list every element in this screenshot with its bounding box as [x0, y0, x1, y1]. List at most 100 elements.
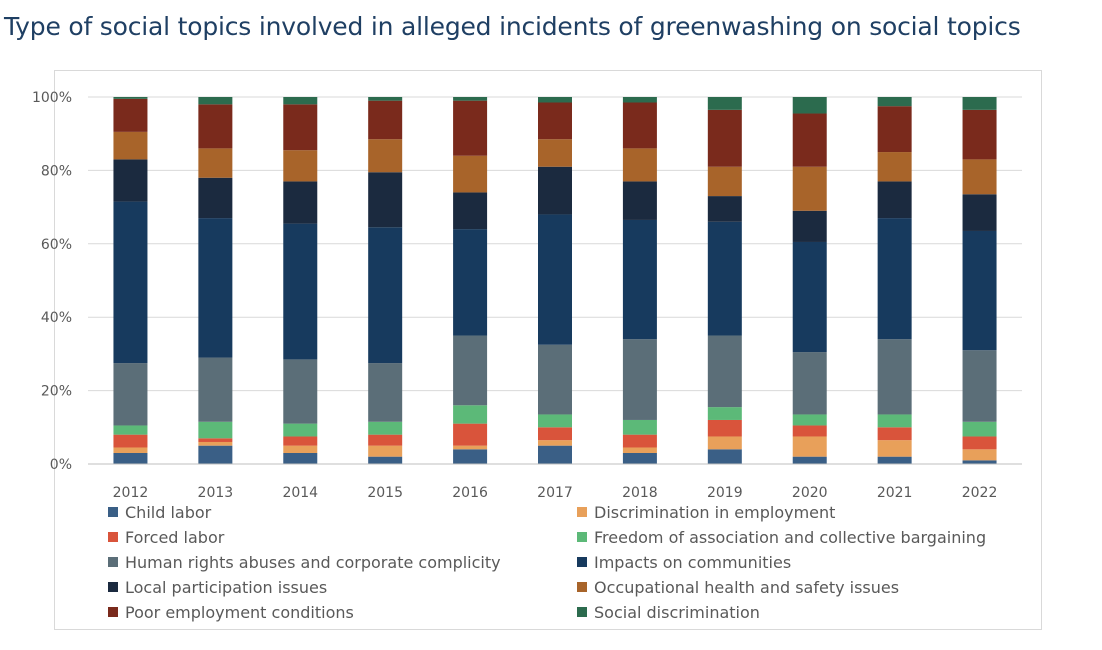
y-tick-label: 0%	[50, 457, 72, 473]
bar-segment	[962, 350, 997, 422]
bar-segment	[792, 210, 827, 242]
bar-segment	[962, 194, 997, 231]
bar-segment	[453, 100, 488, 156]
bar-segment	[538, 445, 572, 464]
bar-segment	[198, 104, 233, 149]
x-tick-label: 2019	[707, 485, 743, 501]
bar-segment	[283, 445, 318, 453]
legend-label: Freedom of association and collective ba…	[594, 527, 987, 547]
bar-segment	[877, 218, 912, 340]
y-tick-label: 60%	[41, 237, 72, 253]
legend-item: Discrimination in employment	[577, 502, 1037, 522]
legend-label: Forced labor	[125, 527, 225, 547]
bar-segment	[538, 97, 572, 103]
bar-segment	[707, 196, 742, 222]
bar-segment	[198, 421, 233, 439]
bar-segment	[792, 436, 827, 457]
x-tick-label: 2015	[367, 485, 403, 501]
x-tick-label: 2021	[877, 485, 913, 501]
bar-segment	[453, 335, 488, 406]
legend-swatch	[108, 507, 118, 517]
legend-label: Social discrimination	[594, 602, 760, 622]
bar-segment	[453, 405, 488, 424]
bar-segment	[453, 445, 488, 450]
bar-segment	[453, 423, 488, 446]
bar-segment	[707, 407, 742, 420]
bar-segment	[622, 339, 657, 420]
chart-legend: Child labor Discrimination in employment F…	[108, 502, 1038, 622]
bar-segment	[962, 97, 997, 110]
bar-segment	[962, 109, 997, 160]
bar-segment	[792, 166, 827, 211]
bar-segment	[283, 97, 318, 105]
legend-item: Local participation issues	[108, 577, 577, 597]
legend-swatch	[577, 582, 587, 592]
legend-item: Freedom of association and collective ba…	[577, 527, 1037, 547]
bar-segment	[877, 97, 912, 107]
bar-segment	[198, 445, 233, 464]
bar-segment	[792, 414, 827, 426]
bar-segment	[622, 102, 657, 149]
legend-label: Discrimination in employment	[594, 502, 836, 522]
page-title: Type of social topics involved in allege…	[4, 12, 1021, 41]
y-tick-label: 80%	[41, 163, 72, 179]
bar-segment	[877, 152, 912, 182]
bar-segment	[368, 100, 403, 140]
bar-segment	[453, 97, 488, 101]
bar-segment	[707, 109, 742, 167]
bar-segment	[962, 421, 997, 437]
bar-segment	[368, 456, 403, 464]
bar-segment	[453, 449, 488, 464]
legend-label: Human rights abuses and corporate compli…	[125, 552, 501, 572]
bar-segment	[707, 419, 742, 437]
y-tick-label: 100%	[32, 90, 72, 106]
bar-segment	[622, 181, 657, 220]
bar-segment	[622, 148, 657, 182]
bar-segment	[877, 414, 912, 428]
bar-segment	[198, 148, 233, 178]
bar-segment	[962, 230, 997, 351]
bar-segment	[538, 440, 572, 446]
bar-segment	[538, 427, 572, 441]
bar-segment	[368, 363, 403, 422]
bar-segment	[368, 227, 403, 364]
bar-segment	[792, 425, 827, 437]
legend-item: Poor employment conditions	[108, 602, 577, 622]
y-tick-label: 40%	[41, 310, 72, 326]
bar-segment	[962, 460, 997, 464]
bar-segment	[707, 335, 742, 408]
chart-frame	[54, 70, 1042, 630]
legend-swatch	[108, 582, 118, 592]
bar-segment	[368, 434, 403, 446]
bar-segment	[113, 363, 148, 426]
legend-item: Social discrimination	[577, 602, 1037, 622]
bar-segment	[283, 223, 318, 360]
bar-segment	[113, 97, 148, 99]
bar-segment	[113, 434, 148, 448]
bar-segment	[707, 97, 742, 110]
legend-item: Impacts on communities	[577, 552, 1037, 572]
bar-segment	[453, 192, 488, 230]
bar-segment	[368, 445, 403, 457]
legend-item: Occupational health and safety issues	[577, 577, 1037, 597]
legend-swatch	[577, 532, 587, 542]
x-tick-label: 2012	[113, 485, 149, 501]
bar-segment	[792, 241, 827, 353]
bar-segment	[283, 104, 318, 151]
x-tick-label: 2018	[622, 485, 658, 501]
bar-segment	[538, 139, 572, 167]
legend-swatch	[108, 532, 118, 542]
bar-segment	[113, 447, 148, 453]
bar-segment	[368, 172, 403, 228]
legend-swatch	[577, 507, 587, 517]
bar-segment	[962, 159, 997, 195]
bar-segment	[622, 434, 657, 448]
bar-segment	[622, 452, 657, 464]
bar-segment	[283, 452, 318, 464]
bar-segment	[622, 219, 657, 340]
bar-segment	[877, 456, 912, 464]
legend-label: Child labor	[125, 502, 212, 522]
x-tick-label: 2016	[452, 485, 488, 501]
legend-label: Impacts on communities	[594, 552, 792, 572]
legend-swatch	[577, 607, 587, 617]
